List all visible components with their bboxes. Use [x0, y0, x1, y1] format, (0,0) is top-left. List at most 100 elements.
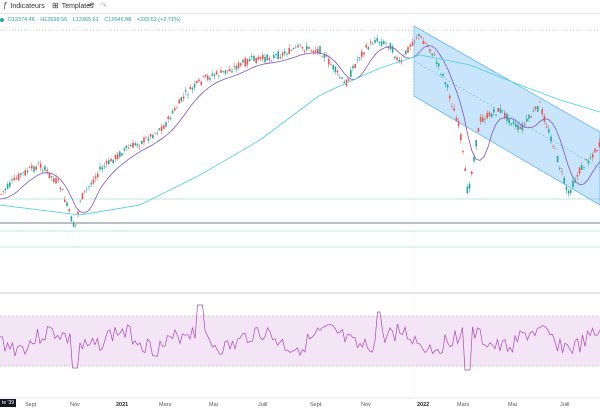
- candle-body: [31, 165, 33, 169]
- candle-body: [292, 48, 295, 50]
- candle-body: [83, 190, 86, 192]
- candle-body: [123, 148, 125, 151]
- candle-body: [127, 147, 130, 149]
- candle-body: [418, 33, 420, 37]
- candle-body: [138, 145, 141, 147]
- candle-body: [174, 108, 176, 111]
- candle-body: [559, 167, 561, 169]
- candle-body: [86, 188, 88, 190]
- candle-body: [20, 173, 22, 175]
- candle-body: [136, 143, 139, 146]
- undo-icon: ↶: [88, 1, 95, 10]
- candle-body: [270, 60, 273, 62]
- candle-body: [101, 167, 103, 170]
- candle-body: [330, 64, 332, 66]
- time-axis-label: Mai: [508, 402, 517, 408]
- candle-body: [321, 56, 323, 58]
- candle-body: [281, 52, 284, 56]
- candle-body: [578, 167, 581, 174]
- candle-body: [391, 46, 394, 53]
- candle-body: [119, 151, 121, 157]
- candle-body: [180, 97, 183, 102]
- candle-body: [389, 43, 392, 50]
- time-axis-label: Sept: [310, 402, 322, 408]
- candle-body: [464, 168, 466, 171]
- candle-body: [167, 116, 169, 120]
- candle-body: [75, 224, 77, 226]
- candle-body: [325, 55, 328, 57]
- candle-body: [323, 54, 326, 59]
- candle-body: [365, 44, 367, 48]
- candle-body: [251, 55, 253, 57]
- indicators-button[interactable]: ƒ Indicateurs: [3, 2, 45, 10]
- time-axis-label: Juill: [258, 402, 268, 408]
- candle-body: [94, 176, 97, 179]
- time-axis-label: Sept: [25, 402, 37, 408]
- candle-body: [422, 40, 425, 45]
- candle-body: [477, 127, 480, 133]
- candle-body: [6, 184, 9, 189]
- candle-body: [132, 143, 134, 148]
- candle-body: [466, 186, 469, 194]
- candle-body: [468, 183, 471, 189]
- candle-body: [218, 75, 220, 77]
- candle-body: [77, 211, 79, 214]
- indicators-icon: ƒ: [3, 1, 8, 10]
- candle-body: [407, 47, 409, 53]
- candle-body: [0, 193, 2, 195]
- candle-body: [97, 173, 99, 178]
- candle-body: [429, 49, 431, 52]
- candle-body: [552, 146, 554, 147]
- candle-body: [347, 79, 350, 81]
- candle-body: [442, 73, 444, 76]
- candle-body: [134, 143, 136, 146]
- candle-body: [440, 74, 442, 75]
- candle-body: [4, 188, 7, 191]
- candle-body: [319, 46, 321, 54]
- candle-body: [444, 82, 447, 85]
- candle-body: [295, 46, 297, 48]
- candle-body: [554, 147, 557, 149]
- candle-body: [240, 63, 242, 66]
- candle-body: [420, 36, 422, 38]
- candle-body: [220, 70, 222, 73]
- candle-body: [334, 66, 337, 72]
- time-axis-label: Nov: [70, 402, 80, 408]
- candle-body: [435, 62, 438, 64]
- candle-body: [46, 169, 48, 172]
- candle-body: [88, 185, 90, 187]
- candle-body: [310, 50, 312, 51]
- candle-body: [253, 55, 255, 61]
- templates-button[interactable]: ⊞ Templates: [52, 2, 94, 10]
- top-toolbar: ƒ Indicateurs ⊞ Templates ↶ ↷: [0, 0, 600, 14]
- time-axis-label: Mai: [209, 402, 218, 408]
- candle-body: [11, 179, 13, 181]
- candle-body: [539, 101, 541, 103]
- candle-body: [22, 172, 24, 173]
- candle-body: [114, 155, 117, 159]
- undo-button[interactable]: ↶: [88, 2, 95, 10]
- moving-average-long: [0, 54, 600, 216]
- candle-body: [446, 84, 449, 88]
- candle-body: [143, 137, 145, 143]
- ohlc-open: O12374.46: [7, 17, 35, 23]
- candle-body: [53, 178, 55, 182]
- candle-body: [506, 113, 508, 121]
- redo-button[interactable]: ↷: [100, 2, 107, 10]
- candle-body: [222, 70, 224, 72]
- candle-body: [209, 77, 211, 80]
- candle-body: [196, 81, 198, 83]
- candle-body: [112, 159, 114, 164]
- candle-body: [585, 159, 587, 161]
- candle-body: [125, 145, 128, 148]
- candle-body: [288, 47, 290, 54]
- candle-body: [189, 86, 191, 90]
- candle-body: [235, 65, 238, 70]
- candle-body: [121, 152, 123, 156]
- candle-body: [116, 154, 119, 160]
- candle-body: [314, 50, 317, 52]
- candle-body: [504, 112, 506, 118]
- time-axis-label: 2021: [116, 402, 129, 408]
- candle-body: [244, 58, 246, 67]
